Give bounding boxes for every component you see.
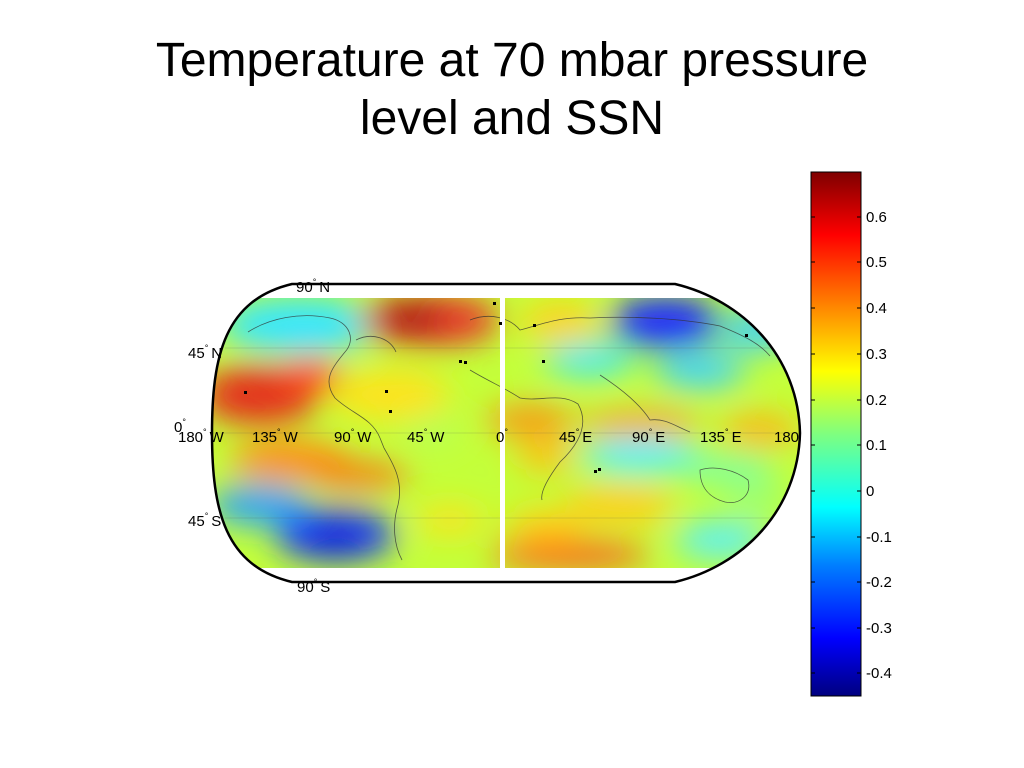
colorbar-tick-labels: 0.6 0.5 0.4 0.3 0.2 0.1 0 -0.1 -0.2 -0.3… — [866, 209, 892, 682]
temperature-field — [212, 298, 800, 568]
coastlines — [247, 315, 771, 561]
colorbar-ticks — [811, 216, 861, 674]
map-frame — [210, 282, 802, 584]
colorbar-label: -0.1 — [866, 529, 892, 546]
colorbar-label: 0.6 — [866, 209, 887, 226]
lat-label-45s: 45° S — [188, 511, 221, 530]
slide-title: Temperature at 70 mbar pressure level an… — [0, 32, 1024, 148]
longitude-labels: 180° W 135° W 90° W 45° W 0° 45° E 90° E 135° E… — [178, 427, 799, 446]
lat-label-90n: 90° N — [296, 277, 330, 296]
lon-label-135e: 135° E — [700, 427, 742, 446]
prime-meridian-gap — [500, 294, 505, 570]
lon-label-180w: 180° W — [178, 427, 225, 446]
lat-label-90s: 90° S — [297, 577, 330, 596]
lon-label-45w: 45° W — [407, 427, 445, 446]
colorbar-label: 0.4 — [866, 300, 887, 317]
colorbar-label: 0.3 — [866, 346, 887, 363]
colorbar-label: 0.2 — [866, 392, 887, 409]
lon-label-0: 0° — [496, 427, 508, 446]
colorbar-label: -0.3 — [866, 620, 892, 637]
colorbar-label: 0.1 — [866, 437, 887, 454]
latitude-labels: 90° N 45° N 0° 45° S 90° S — [174, 277, 330, 596]
lat-label-0: 0° — [174, 417, 186, 436]
colorbar-gradient — [810, 171, 862, 697]
lon-label-90e: 90° E — [632, 427, 665, 446]
lon-label-180e: 180 — [774, 429, 799, 446]
title-line-1: Temperature at 70 mbar pressure — [155, 34, 869, 87]
lon-label-135w: 135° W — [252, 427, 299, 446]
colorbar-label: -0.4 — [866, 665, 892, 682]
station-markers — [244, 302, 748, 473]
colorbar-label: 0 — [866, 483, 874, 500]
lon-label-45e: 45° E — [559, 427, 592, 446]
title-line-2: level and SSN — [359, 92, 665, 145]
lat-label-45n: 45° N — [188, 343, 222, 362]
colorbar: 0.6 0.5 0.4 0.3 0.2 0.1 0 -0.1 -0.2 -0.3… — [810, 171, 892, 697]
lon-label-90w: 90° W — [334, 427, 372, 446]
colorbar-label: 0.5 — [866, 254, 887, 271]
colorbar-label: -0.2 — [866, 574, 892, 591]
